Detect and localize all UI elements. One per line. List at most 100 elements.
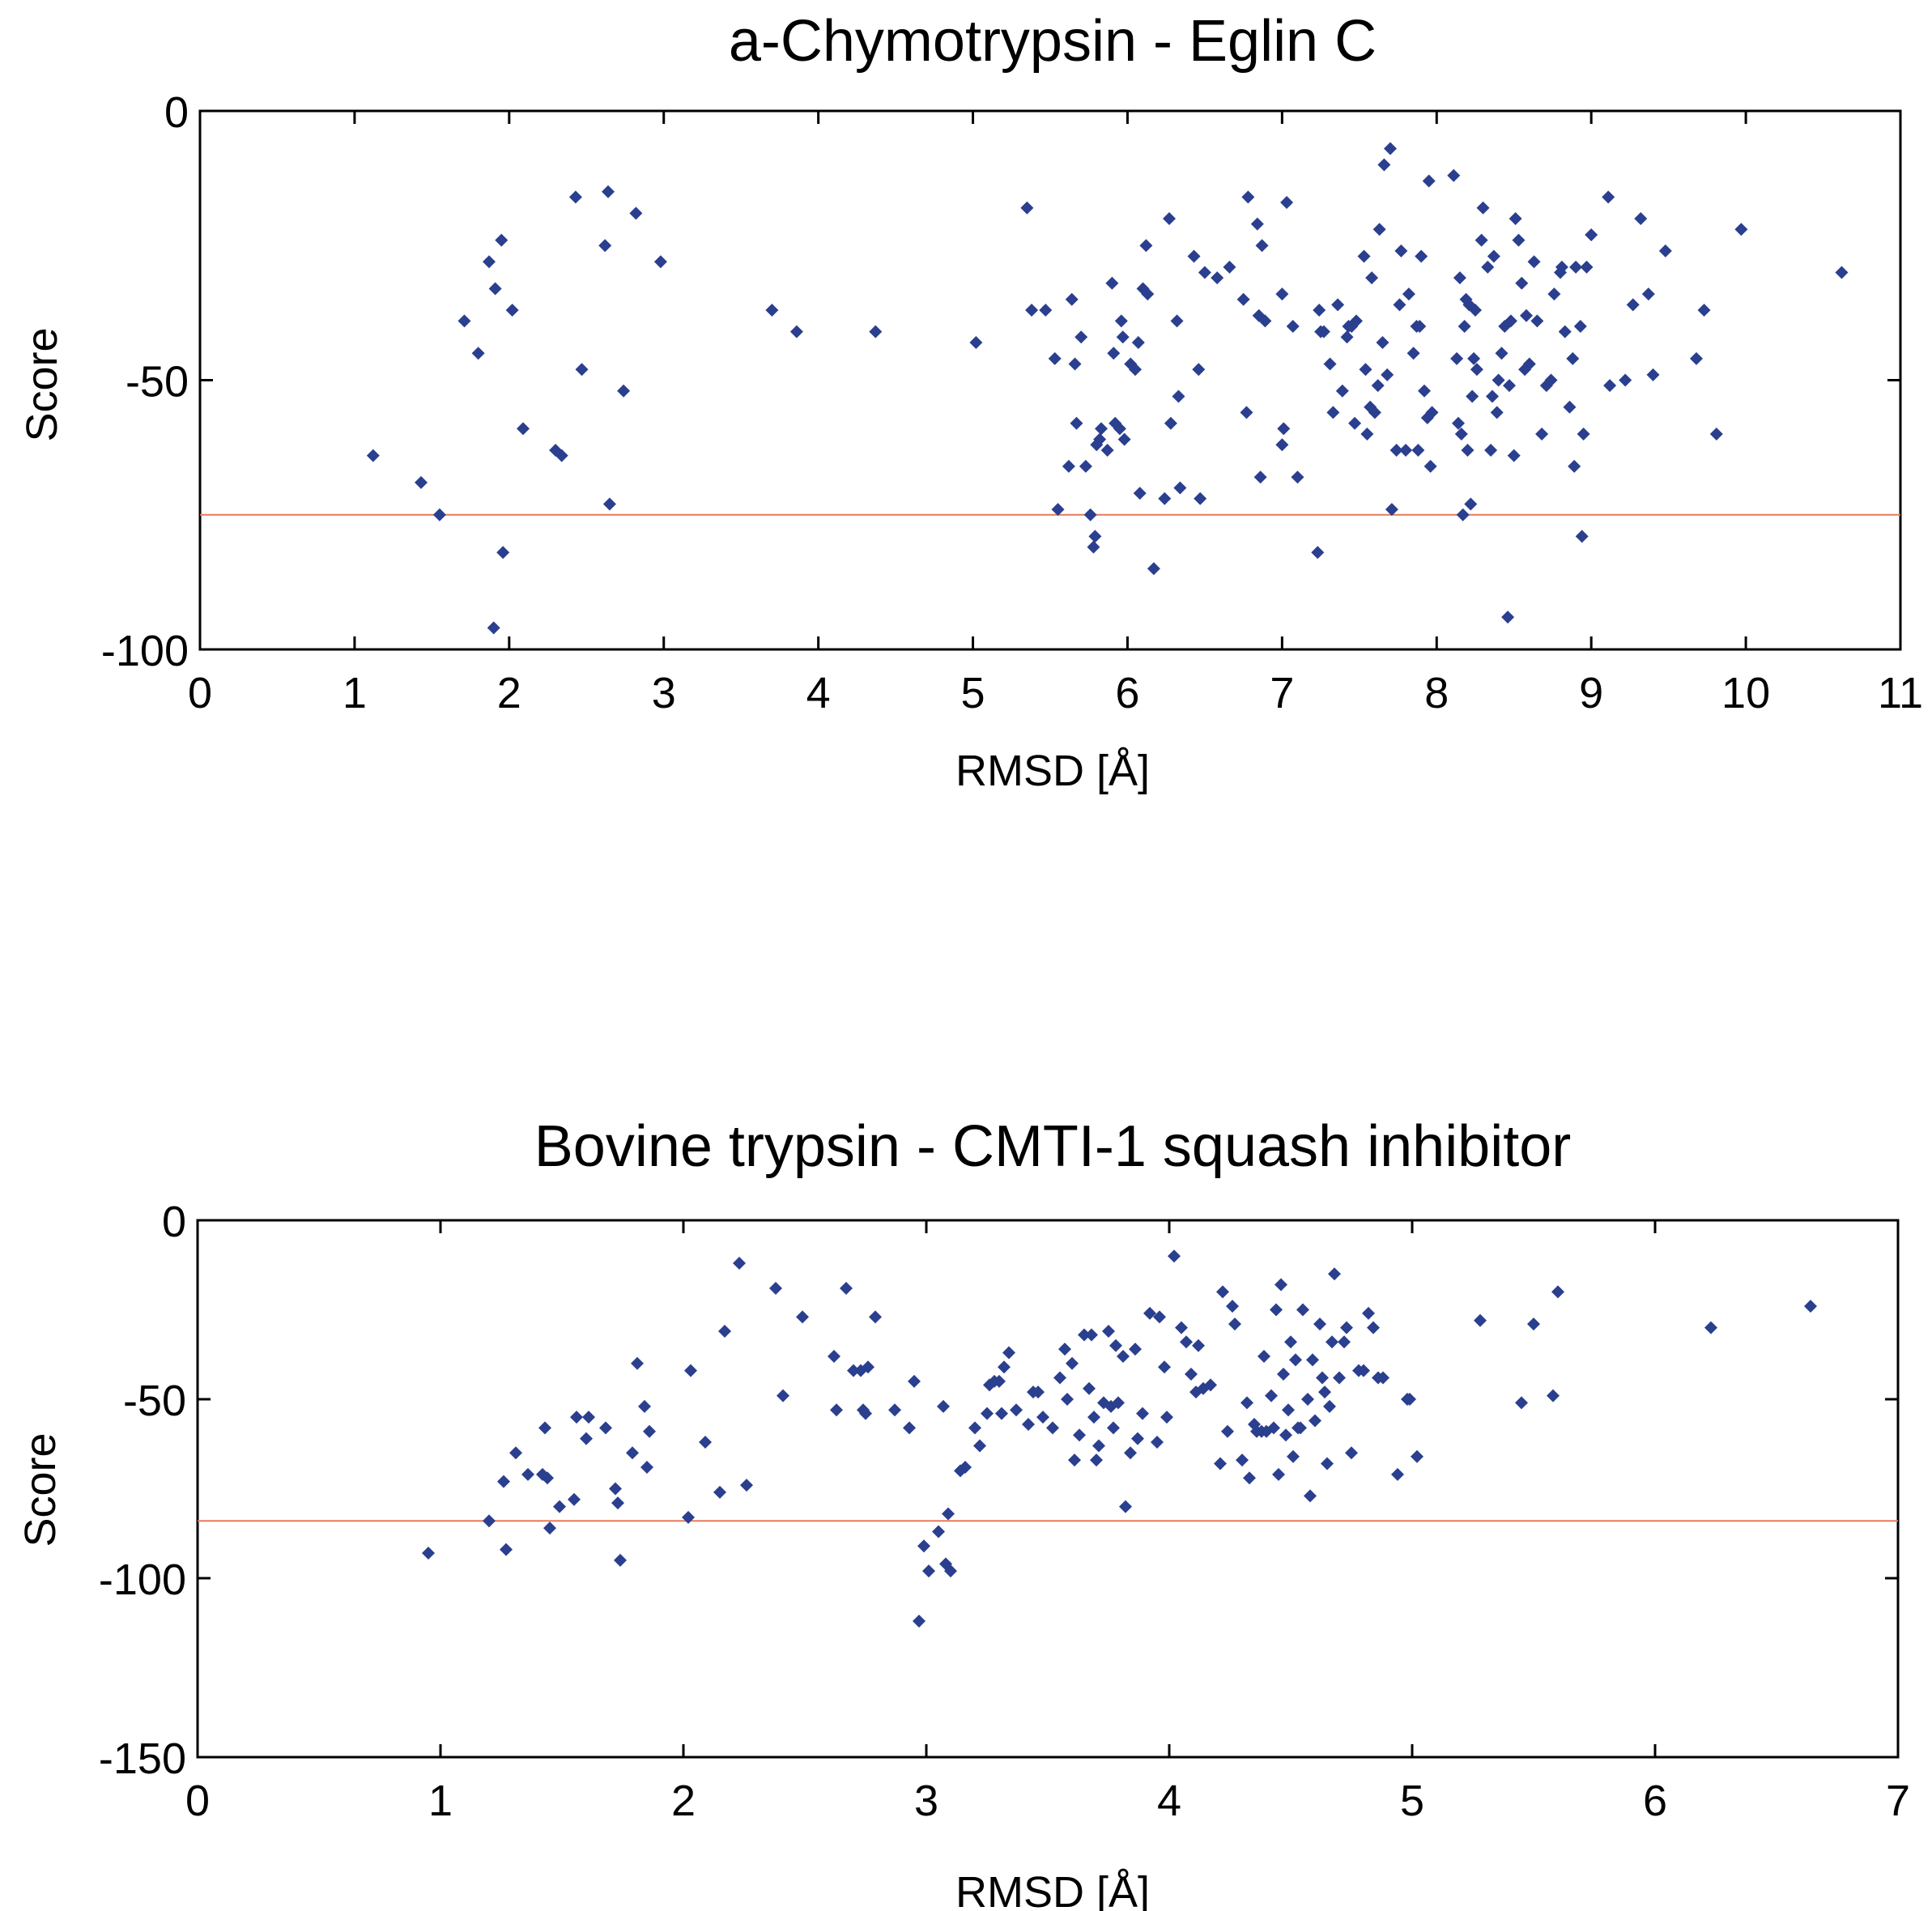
data-point bbox=[1046, 1421, 1059, 1435]
data-point bbox=[1073, 1428, 1086, 1442]
data-point bbox=[796, 1310, 809, 1324]
data-point bbox=[1475, 233, 1488, 247]
y-tick-label: -100 bbox=[99, 1556, 186, 1604]
data-point bbox=[1490, 406, 1504, 419]
data-point bbox=[1243, 1471, 1256, 1485]
data-point bbox=[1367, 1321, 1380, 1334]
y-axis-ticks: 0 -50 -100 -150 bbox=[99, 1198, 1898, 1783]
data-point bbox=[1338, 1335, 1351, 1349]
data-point bbox=[1734, 223, 1748, 236]
data-point bbox=[1068, 357, 1082, 371]
data-point bbox=[614, 1553, 627, 1567]
data-point bbox=[1151, 1436, 1164, 1449]
data-point bbox=[1092, 1439, 1105, 1453]
data-point bbox=[1270, 1303, 1283, 1317]
data-point bbox=[1512, 233, 1526, 247]
x-tick-label: 2 bbox=[497, 669, 521, 717]
data-point bbox=[1087, 1411, 1100, 1424]
data-point bbox=[1381, 368, 1394, 381]
data-point bbox=[1226, 1300, 1239, 1313]
data-point bbox=[1160, 1411, 1173, 1424]
data-point bbox=[1690, 351, 1703, 365]
data-point bbox=[1240, 1396, 1253, 1410]
data-point bbox=[1289, 1353, 1302, 1367]
data-point bbox=[1461, 443, 1475, 457]
data-point bbox=[1509, 212, 1522, 225]
data-point bbox=[1348, 416, 1362, 430]
y-tick-label: 0 bbox=[162, 1198, 186, 1246]
y-tick-label: -150 bbox=[99, 1734, 186, 1783]
data-point bbox=[1039, 304, 1053, 317]
data-point bbox=[1100, 443, 1114, 457]
data-point bbox=[1641, 287, 1655, 301]
data-point bbox=[995, 1407, 1008, 1420]
data-point bbox=[1124, 1446, 1137, 1460]
data-point bbox=[1466, 389, 1479, 403]
data-point bbox=[1577, 428, 1590, 441]
data-point bbox=[609, 1482, 622, 1496]
data-point bbox=[1053, 1371, 1066, 1385]
data-point bbox=[1486, 389, 1499, 403]
data-point bbox=[1170, 314, 1184, 328]
data-point bbox=[1634, 212, 1648, 225]
data-point bbox=[944, 1564, 957, 1578]
data-point bbox=[1277, 1368, 1290, 1381]
data-point bbox=[1109, 1339, 1122, 1352]
data-point bbox=[1362, 1306, 1375, 1320]
y-tick-label: 0 bbox=[164, 88, 189, 137]
data-point bbox=[888, 1403, 901, 1417]
data-point bbox=[457, 314, 471, 328]
data-point bbox=[638, 1399, 651, 1413]
data-point bbox=[1569, 260, 1583, 274]
data-point bbox=[1555, 260, 1568, 274]
data-point bbox=[1065, 292, 1079, 306]
data-point bbox=[1083, 508, 1097, 521]
data-point bbox=[1114, 314, 1128, 328]
x-tick-label: 7 bbox=[1270, 669, 1294, 717]
x-tick-label: 5 bbox=[1400, 1777, 1424, 1825]
data-point bbox=[1223, 260, 1236, 274]
x-tick-label: 3 bbox=[652, 669, 676, 717]
data-point bbox=[1507, 449, 1521, 462]
data-point bbox=[1194, 492, 1207, 505]
data-point bbox=[500, 1543, 513, 1556]
data-point bbox=[1185, 1368, 1198, 1381]
data-point bbox=[1236, 292, 1250, 306]
data-point bbox=[1304, 1489, 1317, 1503]
y-axis-label: Score bbox=[18, 327, 66, 441]
data-point bbox=[1469, 304, 1482, 317]
data-point bbox=[483, 255, 496, 269]
data-point bbox=[1585, 228, 1598, 241]
x-tick-label: 1 bbox=[343, 669, 367, 717]
data-point bbox=[1492, 373, 1505, 387]
data-point bbox=[1376, 335, 1389, 349]
data-point bbox=[626, 1446, 639, 1460]
data-point bbox=[1313, 1317, 1326, 1331]
data-point bbox=[1389, 443, 1403, 457]
data-point bbox=[1240, 406, 1253, 419]
data-point bbox=[1454, 428, 1468, 441]
data-point bbox=[1804, 1300, 1817, 1313]
data-point bbox=[1530, 314, 1544, 328]
data-point bbox=[653, 255, 667, 269]
data-point bbox=[1255, 239, 1269, 253]
data-point bbox=[1158, 1360, 1171, 1374]
data-point bbox=[1402, 287, 1415, 301]
data-point bbox=[1328, 1267, 1341, 1281]
data-point bbox=[1164, 416, 1177, 430]
data-point bbox=[699, 1436, 712, 1449]
data-point bbox=[640, 1460, 653, 1474]
data-point bbox=[582, 1411, 595, 1424]
data-point bbox=[1062, 459, 1075, 473]
data-point bbox=[959, 1460, 972, 1474]
x-tick-label: 3 bbox=[914, 1777, 938, 1825]
data-point bbox=[1357, 249, 1371, 263]
data-point bbox=[840, 1281, 853, 1295]
data-point bbox=[1287, 1449, 1300, 1463]
y-axis-label: Score bbox=[16, 1432, 65, 1547]
data-point bbox=[1075, 330, 1088, 344]
data-point bbox=[1450, 351, 1464, 365]
data-point bbox=[541, 1471, 554, 1485]
data-point bbox=[1544, 373, 1558, 387]
x-tick-label: 6 bbox=[1115, 669, 1139, 717]
